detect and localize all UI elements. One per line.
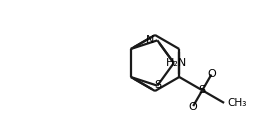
Text: S: S: [199, 85, 206, 95]
Text: N: N: [146, 35, 154, 45]
Text: H₂N: H₂N: [166, 58, 187, 68]
Text: O: O: [207, 68, 216, 78]
Text: S: S: [154, 80, 161, 90]
Text: CH₃: CH₃: [227, 98, 247, 108]
Text: O: O: [189, 102, 197, 112]
